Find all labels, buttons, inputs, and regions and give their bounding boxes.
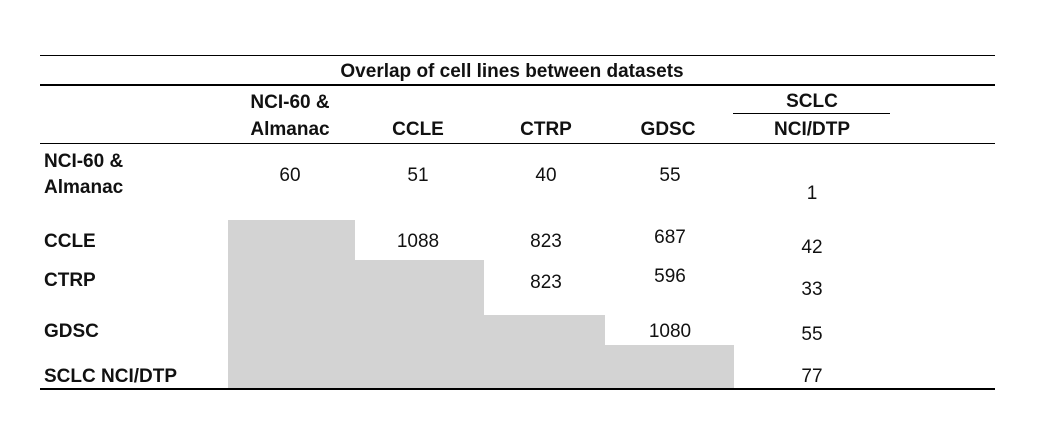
col-header-nci60-line1: NCI-60 & [250,92,330,113]
cell-sclc-sclc: 77 [801,366,823,387]
cell-nci60-nci60: 60 [279,165,301,186]
row-label-ctrp: CTRP [44,270,96,291]
col-header-ccle: CCLE [392,119,444,140]
row-label-sclc-nci-dtp: SCLC NCI/DTP [44,366,177,387]
table-title: Overlap of cell lines between datasets [340,61,684,82]
cell-ccle-ctrp: 823 [530,231,562,252]
cell-ccle-gdsc: 687 [654,227,686,248]
cell-ccle-ccle: 1088 [396,231,440,252]
col-header-ctrp: CTRP [520,119,572,140]
cell-ctrp-gdsc: 596 [654,266,686,287]
row-label-nci60-line1: NCI-60 & [44,151,124,172]
row-label-nci60-line2: Almanac [44,177,124,198]
col-header-gdsc: GDSC [640,119,696,140]
cell-nci60-sclc: 1 [806,183,818,204]
top-rule [40,55,995,56]
bottom-rule [40,388,995,390]
cell-nci60-ccle: 51 [407,165,429,186]
shade-col2 [354,260,484,388]
col-header-nci60-line2: Almanac [250,119,330,140]
title-rule [40,84,995,86]
shade-col3 [483,315,605,388]
sclc-group-rule [733,113,890,114]
cell-ccle-sclc: 42 [801,237,823,258]
col-header-sclc-nci-dtp: NCI/DTP [774,119,850,140]
shade-col4 [604,345,734,388]
cell-gdsc-gdsc: 1080 [648,321,692,342]
col-header-sclc-group: SCLC [786,91,838,112]
cell-gdsc-sclc: 55 [801,324,823,345]
cell-nci60-ctrp: 40 [535,165,557,186]
cell-nci60-gdsc: 55 [659,165,681,186]
row-label-gdsc: GDSC [44,321,99,342]
cell-ctrp-sclc: 33 [801,279,823,300]
header-rule [40,143,995,144]
row-label-ccle: CCLE [44,231,96,252]
cell-ctrp-ctrp: 823 [530,272,562,293]
shade-col1 [228,220,355,388]
